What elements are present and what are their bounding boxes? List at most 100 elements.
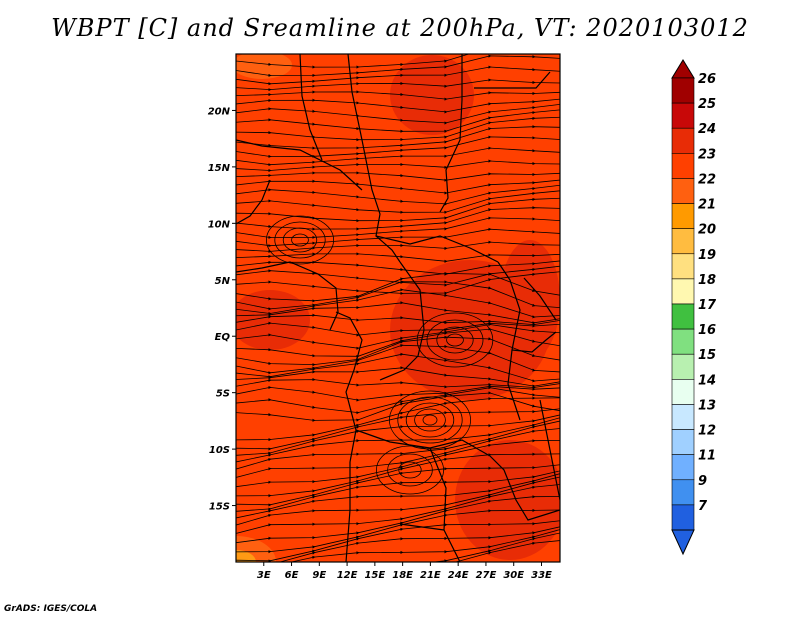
- colorbar-swatch: [671, 303, 695, 330]
- colorbar-swatch: [671, 102, 695, 129]
- colorbar-label: 11: [698, 449, 716, 464]
- field-coolest-southwest: [236, 550, 256, 562]
- colorbar-swatch: [671, 379, 695, 405]
- lon-tick-label: 27E: [476, 570, 497, 581]
- streamline-vortex: [265, 215, 334, 265]
- colorbar-swatch: [671, 328, 695, 355]
- streamline-vortex: [398, 461, 422, 479]
- lon-tick-label: 12E: [337, 570, 358, 581]
- streamline-vortex: [291, 233, 309, 247]
- streamline-vortex: [414, 408, 446, 432]
- lon-tick-label: 30E: [503, 570, 524, 581]
- colorbar-swatch: [671, 429, 695, 455]
- colorbar-label: 18: [698, 273, 716, 288]
- lon-tick-label: 24E: [448, 570, 469, 581]
- colorbar-swatch: [671, 353, 695, 380]
- streamline: [236, 240, 560, 254]
- country-borders: [236, 54, 560, 562]
- lon-tick-label: 21E: [420, 570, 441, 581]
- longitude-axis: 3E 6E 9E 12E 15E 18E 21E 24E 27E 30E 33E: [257, 562, 552, 581]
- chart-title: WBPT [C] and Sreamline at 200hPa, VT: 20…: [51, 14, 749, 42]
- border-line: [489, 455, 560, 521]
- colorbar-label: 15: [698, 348, 716, 363]
- lat-tick-label: 5S: [216, 389, 230, 400]
- streamlines: [236, 54, 560, 562]
- lat-tick-label: 20N: [208, 106, 231, 117]
- border-line: [347, 54, 401, 263]
- map-frame: [235, 53, 561, 563]
- field-warm-east: [500, 240, 560, 360]
- colorbar-label: 26: [698, 72, 716, 87]
- colorbar-swatch: [671, 504, 695, 531]
- border-line: [375, 235, 499, 263]
- border-line: [345, 462, 351, 562]
- streamline-vortex: [282, 227, 318, 253]
- colorbar-label: 20: [698, 223, 716, 238]
- lat-tick-label: 10S: [209, 445, 230, 456]
- streamline: [236, 90, 560, 101]
- border-line: [439, 54, 463, 213]
- border-line: [236, 139, 363, 191]
- colorbar-label: 12: [698, 424, 716, 439]
- border-line: [399, 523, 445, 531]
- streamline: [236, 78, 560, 92]
- colorbar-label: 14: [698, 373, 716, 388]
- streamline: [236, 252, 560, 263]
- streamline-vortex: [416, 312, 494, 368]
- colorbar-label: 16: [698, 323, 716, 338]
- colorbar-label: 19: [698, 248, 716, 263]
- border-line: [511, 331, 557, 353]
- lon-tick-label: 33E: [531, 570, 552, 581]
- latitude-axis: 20N 15N 10N 5N EQ 5S 10S 15S: [208, 106, 236, 513]
- streamline-vortex: [422, 414, 438, 426]
- colorbar-swatch: [671, 454, 695, 481]
- lon-tick-label: 9E: [312, 570, 326, 581]
- colorbar-swatch: [671, 479, 695, 506]
- colorbar-swatch: [671, 404, 695, 430]
- streamline-vortex: [397, 396, 463, 444]
- lat-tick-label: EQ: [215, 332, 231, 343]
- colorbar-swatch: [671, 203, 695, 229]
- colorbar-swatch: [671, 178, 695, 204]
- lon-tick-label: 18E: [392, 570, 413, 581]
- colorbar-swatch: [671, 278, 695, 305]
- colorbar-swatch: [671, 228, 695, 255]
- lon-tick-label: 6E: [285, 570, 299, 581]
- streamline-vortex: [375, 445, 444, 495]
- border-line: [523, 277, 557, 321]
- colorbar-label: 22: [698, 172, 716, 187]
- colorbar-swatch: [671, 77, 695, 104]
- streamline-vortex: [426, 319, 484, 361]
- streamline-vortex: [405, 402, 455, 438]
- border-line: [497, 261, 521, 421]
- colorbar-label: 24: [698, 122, 716, 137]
- streamline-vortex: [387, 453, 433, 487]
- colorbar-label: 21: [698, 198, 716, 213]
- footer-credit: GrADS: IGES/COLA: [4, 604, 98, 614]
- lat-tick-label: 15N: [208, 163, 231, 174]
- streamline-vortex: [446, 333, 464, 347]
- lat-tick-label: 5N: [215, 276, 231, 287]
- lon-tick-label: 3E: [257, 570, 271, 581]
- colorbar-top-arrow: [671, 59, 695, 79]
- streamline: [236, 159, 560, 173]
- streamline: [268, 540, 560, 562]
- border-line: [429, 447, 461, 562]
- colorbar-label: 23: [698, 147, 716, 162]
- colorbar-label: 13: [698, 398, 716, 413]
- border-line: [236, 179, 271, 225]
- colorbar: 26 25 24 23 22 21 20 19 18 17 16 15 14 13 12 11 9 7: [671, 59, 717, 556]
- colorbar-label: 25: [698, 97, 716, 112]
- colorbar-swatch: [671, 153, 695, 179]
- border-line: [474, 71, 551, 89]
- colorbar-label: 17: [698, 298, 717, 313]
- colorbar-bottom-arrow: [671, 529, 695, 556]
- colorbar-swatch: [671, 127, 695, 154]
- lat-tick-label: 10N: [208, 219, 231, 230]
- border-line: [539, 399, 560, 501]
- colorbar-label: 7: [698, 499, 708, 514]
- streamline-vortex: [274, 221, 326, 259]
- streamline-vortex: [436, 326, 474, 354]
- border-line: [379, 261, 425, 381]
